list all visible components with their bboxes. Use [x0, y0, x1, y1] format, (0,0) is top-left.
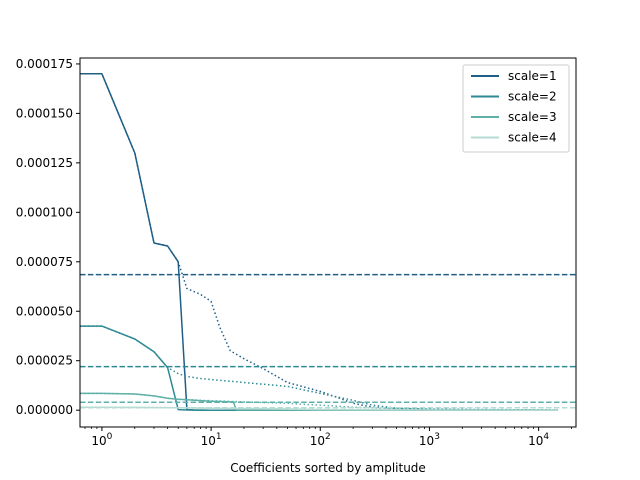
y-axis: 0.000000 0.000025 0.000050 0.000075 0.000100…	[16, 57, 80, 417]
y-tick-label: 0.000125	[16, 156, 73, 170]
legend-label: scale=3	[508, 110, 557, 124]
legend-box	[462, 64, 570, 153]
y-tick-label: 0.000050	[16, 304, 73, 318]
y-tick-label: 0.000150	[16, 106, 73, 120]
y-tick-label: 0.000025	[16, 354, 73, 368]
x-axis: 100 101 102 103 104	[84, 427, 572, 448]
y-tick-label: 0.000100	[16, 205, 73, 219]
x-tick-label: 100	[91, 432, 112, 448]
y-tick-label: 0.000000	[16, 403, 73, 417]
x-tick-label: 103	[419, 432, 440, 448]
legend-label: scale=2	[508, 90, 557, 104]
y-tick-label: 0.000075	[16, 255, 73, 269]
x-tick-label: 101	[201, 432, 222, 448]
x-axis-label: Coefficients sorted by amplitude	[230, 461, 426, 475]
plot-frame	[79, 57, 577, 428]
series-1-dotted-line	[80, 73, 558, 411]
x-tick-label: 102	[310, 432, 331, 448]
legend: scale=1 scale=2 scale=3 scale=4	[462, 64, 570, 153]
x-tick-label: 104	[528, 432, 549, 448]
legend-label: scale=4	[508, 131, 557, 145]
series-layer	[80, 73, 576, 411]
y-tick-label: 0.000175	[16, 57, 73, 71]
legend-label: scale=1	[508, 69, 557, 83]
series-4-solid-line	[80, 406, 558, 411]
